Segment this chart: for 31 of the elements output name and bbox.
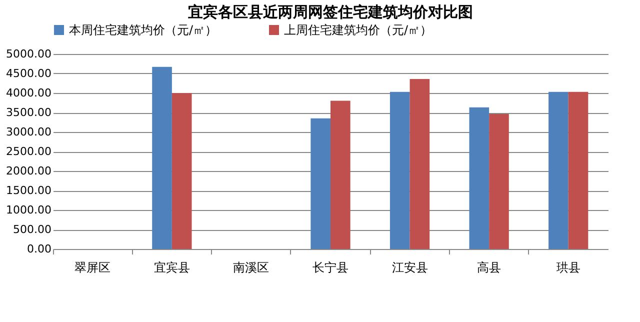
bar <box>568 92 588 249</box>
bar <box>469 107 490 249</box>
y-tick-label: 5000.00 <box>6 48 52 60</box>
x-tick-label: 宜宾县 <box>154 260 190 274</box>
bar <box>548 92 568 249</box>
bar <box>410 78 430 249</box>
bar <box>390 92 410 249</box>
x-tick-label: 翠屏区 <box>74 260 111 274</box>
y-tick-label: 1000.00 <box>6 204 52 216</box>
bar <box>310 118 330 249</box>
y-tick-label: 4500.00 <box>6 67 52 80</box>
y-tick-label: 500.00 <box>13 223 52 236</box>
y-tick-label: 2000.00 <box>6 164 52 178</box>
x-tick-label: 南溪区 <box>233 260 270 274</box>
legend-label: 上周住宅建筑均价（元/㎡） <box>284 23 432 37</box>
y-tick-label: 1500.00 <box>6 184 52 197</box>
bar <box>489 114 509 249</box>
legend-label: 本周住宅建筑均价（元/㎡） <box>69 23 218 37</box>
bar <box>172 93 192 249</box>
x-tick-label: 高县 <box>477 260 502 274</box>
y-tick-label: 3000.00 <box>6 126 52 138</box>
chart-title: 宜宾各区县近两周网签住宅建筑均价对比图 <box>188 3 473 21</box>
y-tick-label: 2500.00 <box>6 145 52 158</box>
bar <box>330 100 350 249</box>
y-tick-label: 3500.00 <box>6 106 52 119</box>
x-tick-label: 长宁县 <box>312 260 348 274</box>
y-tick-label: 4000.00 <box>6 86 52 100</box>
bar <box>152 66 172 249</box>
y-tick-label: 0.00 <box>27 242 52 256</box>
x-tick-label: 珙县 <box>556 260 580 274</box>
x-tick-label: 江安县 <box>392 260 428 274</box>
